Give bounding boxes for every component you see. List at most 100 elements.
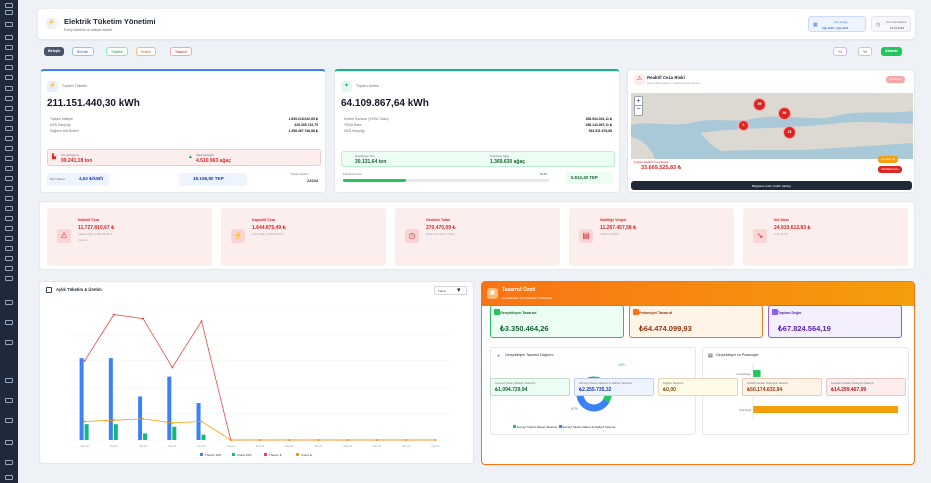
detail-button[interactable]: CEVRE Detay — [878, 166, 902, 173]
bolt-icon: ⚡ — [46, 18, 57, 29]
year-button-2[interactable]: Yıl — [858, 47, 872, 56]
legend-label: Üretim ₺ — [301, 453, 312, 457]
savings-summary-card: Toplam Değer ₺67.824.564,19 — [768, 305, 902, 338]
series-line — [84, 314, 436, 441]
sidebar-nav-icon[interactable] — [5, 256, 13, 261]
sidebar-nav-icon[interactable] — [5, 136, 13, 141]
hbar-label: Potansiyel — [739, 408, 751, 412]
sidebar-nav-icon[interactable] — [5, 475, 13, 480]
sidebar-nav-icon[interactable] — [5, 22, 13, 27]
data-point — [142, 317, 145, 320]
sidebar-nav-icon[interactable] — [5, 35, 13, 40]
data-point — [405, 439, 408, 441]
sidebar-nav-icon[interactable] — [5, 246, 13, 251]
filter-button-2[interactable]: Tüketim — [106, 47, 129, 56]
sidebar-nav-icon[interactable] — [5, 3, 13, 8]
zoom-controls: + − — [634, 96, 643, 116]
penalty-card: ◷ Gecikme Tutarı 270.470,09 ₺ Toplam Gecikm… — [395, 208, 560, 266]
sidebar-nav-icon[interactable] — [5, 398, 13, 403]
detail-row: Üretim Kazancı (YEKA Tutarı) 188.544.041,… — [344, 117, 612, 121]
sidebar-nav-icon[interactable] — [5, 216, 13, 221]
sidebar-nav-icon[interactable] — [5, 75, 13, 80]
penalty-card: ⚠ İndüktif Ceza 11.727.810,67 ₺ Ulaşan Değe… — [47, 208, 212, 266]
sidebar-nav-icon[interactable] — [5, 378, 13, 383]
bar — [138, 396, 143, 440]
sidebar-nav-icon[interactable] — [5, 440, 13, 445]
sidebar-nav-icon[interactable] — [5, 340, 13, 345]
filter-button-3[interactable]: Üretim — [136, 47, 156, 56]
bar — [113, 424, 118, 440]
sidebar-nav-icon[interactable] — [5, 176, 13, 181]
sidebar-nav-icon[interactable] — [5, 10, 13, 15]
sidebar-nav-icon[interactable] — [5, 460, 13, 465]
map-marker[interactable]: 89 — [753, 98, 766, 111]
sidebar-nav-icon[interactable] — [5, 206, 13, 211]
sidebar-nav-icon[interactable] — [5, 226, 13, 231]
clock-icon: ◷ — [876, 22, 881, 28]
detail-row: Dağıtım Hat Bedeli 1.298.467.746,88 ₺ — [50, 129, 318, 133]
sidebar-nav-icon[interactable] — [5, 55, 13, 60]
sidebar-nav-icon[interactable] — [5, 320, 13, 325]
penalty-card: ⚡ Kapasitif Ceza 1.644.875,49 ₺ Aşan Değer … — [221, 208, 386, 266]
zoom-out-button[interactable]: − — [636, 106, 641, 113]
sidebar-nav-icon[interactable] — [5, 300, 13, 305]
sidebar-nav-icon[interactable] — [5, 106, 13, 111]
x-tick-label: Ara.23 — [198, 444, 206, 448]
reactive-card: ⚠ Reaktif Ceza Riski Tesis Lokasyonları … — [627, 69, 915, 193]
donut-legend: Sermayi Tüketim Maliyeti Tasarrufu Serma… — [513, 425, 693, 429]
legend-swatch — [296, 453, 299, 456]
sidebar-nav-icon[interactable] — [5, 116, 13, 121]
sidebar-nav-icon[interactable] — [5, 418, 13, 423]
detail-row: YEKA Haric 188.144.057,11 ₺ — [344, 123, 612, 127]
sidebar-nav-icon[interactable] — [5, 96, 13, 101]
data-point — [112, 419, 115, 422]
map-marker[interactable]: 4 — [738, 120, 749, 131]
toolbar: Birleşik Birimler Tüketim Üretim Tasarru… — [38, 44, 915, 60]
series-line — [84, 418, 436, 441]
savings-icon — [633, 309, 639, 315]
year-button-1[interactable]: Yıl — [833, 47, 847, 56]
calendar-icon: ▦ — [813, 22, 818, 28]
donut-label: 67% — [571, 407, 578, 411]
filter-button-1[interactable]: Birimler — [72, 47, 94, 56]
date-range-box[interactable]: ▦ Veri Aralığı Ağu.2023 - Ağu.2024 — [808, 16, 866, 32]
data-point — [200, 420, 203, 423]
sidebar-nav-icon[interactable] — [5, 276, 13, 281]
data-point — [112, 313, 115, 316]
data-point — [346, 439, 349, 441]
ratio-track — [343, 179, 549, 182]
data-point — [288, 439, 291, 441]
sidebar-nav-icon[interactable] — [5, 126, 13, 131]
bar — [172, 426, 177, 440]
bar — [167, 376, 172, 440]
sidebar-nav-icon[interactable] — [5, 236, 13, 241]
sidebar-nav-icon[interactable] — [5, 156, 13, 161]
region-analysis-button[interactable]: Bölgelere Göre Analiz (detay) — [631, 181, 912, 190]
sidebar-nav-icon[interactable] — [5, 45, 13, 50]
detail-row: UED Karşılığı 326.305.742,79 — [50, 123, 318, 127]
data-point — [171, 421, 174, 424]
sidebar-nav-icon[interactable] — [5, 196, 13, 201]
sidebar-nav-icon[interactable] — [5, 65, 13, 70]
chart-filter-select[interactable]: Tümü ▾ — [434, 286, 467, 295]
reactive-map[interactable] — [631, 93, 913, 159]
map-marker[interactable]: 15 — [783, 126, 796, 139]
sidebar-nav-icon[interactable] — [5, 186, 13, 191]
savings-detail-box: Sermayi Tüketim Maliyeti ile Maliyeti Ta… — [574, 378, 654, 396]
alerts-button[interactable]: Uyarılar (4) — [878, 156, 898, 163]
sidebar-nav-icon[interactable] — [5, 146, 13, 151]
filter-button-4[interactable]: Tasarruf — [170, 47, 193, 56]
data-point — [375, 439, 378, 441]
hbar-label: Gerçekleşen — [736, 372, 751, 376]
legend-swatch — [264, 453, 267, 456]
sidebar-nav-icon[interactable] — [5, 86, 13, 91]
savings-summary-card: Potansiyel Tasarruf ₺64.474.099,93 — [629, 305, 763, 338]
sidebar-nav-icon[interactable] — [5, 266, 13, 271]
filter-birlesik-button[interactable]: Birleşik — [44, 47, 65, 56]
sidebar-nav-icon[interactable] — [5, 166, 13, 171]
export-button[interactable]: Aktarılır — [881, 47, 902, 56]
zoom-in-button[interactable]: + — [635, 98, 642, 106]
map-marker[interactable]: 80 — [778, 107, 791, 120]
header-card: ⚡ Elektrik Tüketim Yönetimi Enerji tüket… — [38, 9, 915, 39]
data-point — [200, 320, 203, 323]
